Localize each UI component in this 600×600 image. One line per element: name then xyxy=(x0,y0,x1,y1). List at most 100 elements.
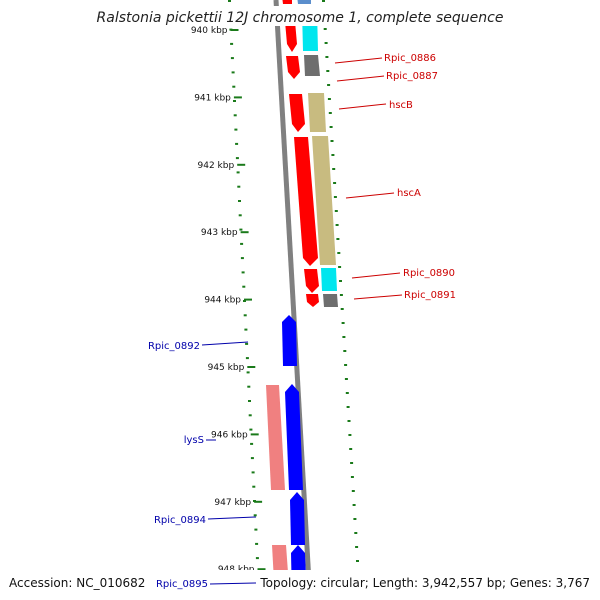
track-dot-right xyxy=(332,168,336,170)
cds-lyss-light[interactable] xyxy=(266,385,285,490)
track-dot-left xyxy=(247,385,251,388)
leader-rpic-0892 xyxy=(201,341,249,346)
track-dot-left xyxy=(248,414,252,417)
label-rpic-0891[interactable]: Rpic_0891 xyxy=(404,290,456,301)
track-dot-right xyxy=(328,112,332,114)
ruler-tick-label: 945 kbp xyxy=(208,363,245,373)
ruler-tick-label: 946 kbp xyxy=(211,430,248,440)
leader-rpic-0895 xyxy=(209,582,257,585)
topology-summary: Topology: circular; Length: 3,942,557 bp… xyxy=(259,576,590,590)
cds-hsca-partner[interactable] xyxy=(294,137,318,266)
track-dot-right xyxy=(333,196,337,198)
cds-rpic-0894[interactable] xyxy=(290,492,305,545)
leader-hsca xyxy=(345,192,395,199)
track-dot-left xyxy=(238,200,241,202)
leader-hscb xyxy=(338,103,387,110)
track-dot-right xyxy=(354,532,358,534)
cds-lyss[interactable] xyxy=(285,384,303,490)
track-dot-left xyxy=(245,357,249,360)
track-dot-right xyxy=(342,336,346,338)
track-dot-right xyxy=(341,322,345,324)
track-dot-right xyxy=(346,406,350,408)
track-dot-right xyxy=(356,560,359,562)
cds-rpic-0890-partner[interactable] xyxy=(304,269,319,293)
track-dot-left xyxy=(240,257,244,260)
cds-rpic-0891-partner[interactable] xyxy=(306,294,319,307)
track-dot-right xyxy=(349,448,353,450)
track-dot-right xyxy=(351,490,355,492)
left-labels: Rpic_0892 lysS Rpic_0894 xyxy=(148,341,257,526)
ruler-tick-label: 944 kbp xyxy=(204,296,241,306)
track-dot-right xyxy=(350,476,354,478)
cds-hsca[interactable] xyxy=(312,136,336,265)
label-hscb[interactable]: hscB xyxy=(389,100,413,111)
track-dot-right xyxy=(333,182,337,184)
reverse-strand-features xyxy=(266,315,307,600)
track-dot-left xyxy=(245,342,249,345)
track-dot-left xyxy=(232,85,236,88)
track-dot-right xyxy=(327,98,331,100)
label-rpic-0892[interactable]: Rpic_0892 xyxy=(148,341,200,352)
track-dot-right xyxy=(329,126,333,128)
track-dot-right xyxy=(336,238,340,240)
track-dot-left xyxy=(251,471,255,474)
label-lyss[interactable]: lysS xyxy=(184,435,204,446)
cds-rpic-0890[interactable] xyxy=(321,268,337,291)
leader-rpic-0886 xyxy=(334,57,383,64)
track-dot-right xyxy=(334,210,338,212)
feature-partial-top-blue[interactable] xyxy=(297,0,311,4)
track-dot-right xyxy=(323,28,327,30)
track-dot-right xyxy=(324,42,328,44)
track-dot-left xyxy=(246,371,250,374)
track-dot-right xyxy=(345,392,349,394)
ruler-tick-label: 947 kbp xyxy=(214,498,251,508)
title-backdrop xyxy=(92,6,508,26)
track-dot-left xyxy=(237,185,241,188)
track-dot-left xyxy=(244,328,248,331)
ruler-tick-label: 941 kbp xyxy=(194,93,231,103)
label-rpic-0895[interactable]: Rpic_0895 xyxy=(156,579,208,590)
track-dot-left xyxy=(255,542,259,545)
track-dot-left xyxy=(228,0,231,2)
outer-dotted-track-right xyxy=(322,0,359,562)
cds-rpic-0891[interactable] xyxy=(323,294,338,307)
track-dot-left xyxy=(235,142,239,145)
cds-rpic-0892[interactable] xyxy=(282,315,297,366)
cds-hscb-partner[interactable] xyxy=(289,94,305,132)
track-dot-left xyxy=(240,242,244,245)
track-dot-left xyxy=(255,557,259,560)
label-rpic-0887[interactable]: Rpic_0887 xyxy=(386,71,438,82)
track-dot-left xyxy=(235,157,239,160)
track-dot-right xyxy=(348,434,352,436)
track-dot-right xyxy=(331,154,335,156)
right-labels: Rpic_0886 Rpic_0887 hscB hscA Rpic_0890 … xyxy=(334,53,456,301)
track-dot-left xyxy=(233,114,237,117)
track-dot-left xyxy=(234,128,238,131)
track-dot-left xyxy=(231,71,235,74)
track-dot-right xyxy=(335,224,339,226)
label-rpic-0886[interactable]: Rpic_0886 xyxy=(384,53,436,64)
track-dot-right xyxy=(339,280,342,282)
cds-feature-upper-2[interactable] xyxy=(286,56,300,79)
track-dot-left xyxy=(250,442,254,445)
track-dot-left xyxy=(241,271,245,274)
cds-rpic-0887[interactable] xyxy=(304,55,320,76)
track-dot-left xyxy=(253,514,257,517)
label-hsca[interactable]: hscA xyxy=(397,188,421,199)
ruler-tick-label: 943 kbp xyxy=(201,228,238,238)
ruler: 940 kbp 941 kbp 942 kbp 943 kbp 944 kbp 945 k… xyxy=(191,26,266,575)
track-dot-left xyxy=(239,228,243,231)
feature-partial-top[interactable] xyxy=(282,0,292,4)
leader-rpic-0891 xyxy=(353,294,403,300)
map-title: Ralstonia pickettii 12J chromosome 1, co… xyxy=(97,10,504,26)
cds-hscb[interactable] xyxy=(308,93,326,132)
track-dot-right xyxy=(353,518,357,520)
label-rpic-0890[interactable]: Rpic_0890 xyxy=(403,268,455,279)
sequence-backbone xyxy=(273,0,313,600)
label-rpic-0894[interactable]: Rpic_0894 xyxy=(154,515,206,526)
track-dot-left xyxy=(254,528,258,531)
track-dot-left xyxy=(238,214,242,217)
track-dot-left xyxy=(249,428,253,431)
ruler-tick-label: 940 kbp xyxy=(191,26,228,36)
